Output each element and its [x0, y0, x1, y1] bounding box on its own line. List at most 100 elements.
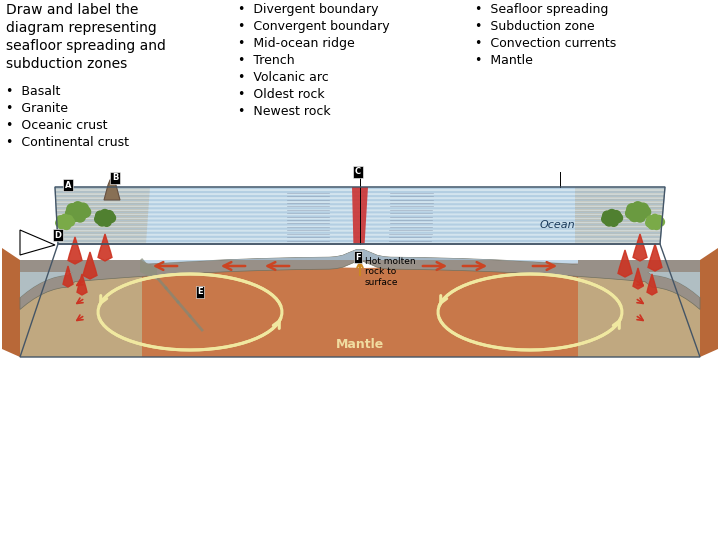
Text: •  Oldest rock: • Oldest rock: [238, 88, 325, 101]
Polygon shape: [575, 187, 665, 244]
Polygon shape: [700, 248, 718, 357]
Circle shape: [638, 203, 649, 214]
Polygon shape: [63, 266, 73, 287]
Text: •  Convergent boundary: • Convergent boundary: [238, 20, 390, 33]
Polygon shape: [55, 199, 664, 201]
Text: D: D: [55, 231, 61, 240]
Circle shape: [100, 210, 109, 219]
Text: •  Mid-ocean ridge: • Mid-ocean ridge: [238, 37, 355, 50]
Circle shape: [66, 208, 76, 219]
Text: Hot molten
rock to
surface: Hot molten rock to surface: [365, 257, 415, 287]
Polygon shape: [58, 230, 661, 232]
Polygon shape: [58, 240, 660, 242]
Polygon shape: [56, 213, 662, 215]
Polygon shape: [578, 260, 700, 357]
Text: E: E: [197, 287, 203, 296]
Polygon shape: [633, 234, 647, 261]
Polygon shape: [648, 244, 662, 271]
Polygon shape: [55, 197, 664, 199]
Circle shape: [104, 211, 114, 220]
Polygon shape: [77, 274, 87, 295]
Circle shape: [102, 217, 111, 226]
Circle shape: [73, 202, 84, 213]
Circle shape: [603, 211, 612, 220]
Polygon shape: [55, 187, 665, 244]
Circle shape: [652, 221, 660, 229]
Polygon shape: [140, 260, 157, 280]
Text: A: A: [65, 180, 71, 190]
Text: •  Basalt: • Basalt: [6, 85, 60, 98]
Polygon shape: [20, 249, 700, 298]
Polygon shape: [20, 260, 142, 357]
Text: C: C: [355, 167, 361, 177]
Polygon shape: [104, 178, 120, 200]
Text: •  Convection currents: • Convection currents: [475, 37, 616, 50]
Polygon shape: [2, 248, 20, 357]
Circle shape: [96, 211, 104, 220]
Polygon shape: [20, 249, 700, 309]
Circle shape: [613, 213, 623, 222]
Polygon shape: [633, 268, 643, 289]
Polygon shape: [20, 260, 700, 357]
Circle shape: [602, 214, 611, 224]
Text: B: B: [112, 173, 118, 183]
Polygon shape: [55, 187, 665, 189]
Text: •  Volcanic arc: • Volcanic arc: [238, 71, 329, 84]
Polygon shape: [55, 201, 664, 203]
Text: F: F: [355, 253, 361, 261]
Polygon shape: [56, 212, 663, 213]
Text: •  Mantle: • Mantle: [475, 54, 533, 67]
Polygon shape: [20, 260, 142, 272]
Circle shape: [654, 215, 663, 224]
Circle shape: [612, 211, 621, 220]
Circle shape: [634, 211, 645, 222]
Polygon shape: [57, 218, 662, 220]
Circle shape: [629, 211, 640, 221]
Circle shape: [78, 203, 89, 214]
Text: •  Oceanic crust: • Oceanic crust: [6, 119, 107, 132]
Text: •  Newest rock: • Newest rock: [238, 105, 330, 118]
Circle shape: [57, 216, 65, 224]
Circle shape: [648, 221, 657, 229]
Polygon shape: [58, 234, 661, 236]
Text: Ocean: Ocean: [540, 220, 575, 230]
Circle shape: [69, 211, 80, 221]
Circle shape: [75, 211, 86, 222]
Text: •  Seafloor spreading: • Seafloor spreading: [475, 3, 608, 16]
Polygon shape: [55, 195, 665, 197]
Polygon shape: [57, 226, 662, 228]
Circle shape: [647, 216, 654, 224]
Polygon shape: [58, 242, 660, 244]
Circle shape: [608, 210, 616, 219]
Polygon shape: [58, 238, 660, 240]
Text: •  Divergent boundary: • Divergent boundary: [238, 3, 379, 16]
Polygon shape: [55, 193, 665, 195]
Circle shape: [67, 204, 78, 214]
Circle shape: [95, 214, 104, 224]
Text: Mantle: Mantle: [336, 338, 384, 350]
Polygon shape: [56, 207, 663, 210]
Polygon shape: [57, 224, 662, 226]
Text: •  Granite: • Granite: [6, 102, 68, 115]
Text: Draw and label the
diagram representing
seafloor spreading and
subduction zones: Draw and label the diagram representing …: [6, 3, 166, 71]
Polygon shape: [55, 191, 665, 193]
Polygon shape: [57, 221, 662, 224]
Circle shape: [657, 218, 665, 226]
Circle shape: [66, 218, 74, 226]
Circle shape: [58, 221, 66, 229]
Circle shape: [640, 207, 651, 218]
Polygon shape: [56, 210, 663, 212]
Polygon shape: [618, 250, 632, 277]
Polygon shape: [352, 187, 368, 244]
Text: •  Continental crust: • Continental crust: [6, 136, 129, 149]
Polygon shape: [578, 260, 700, 272]
Circle shape: [65, 215, 73, 224]
Polygon shape: [647, 274, 657, 295]
Polygon shape: [20, 230, 55, 255]
Polygon shape: [83, 252, 97, 279]
Text: •  Trench: • Trench: [238, 54, 294, 67]
Polygon shape: [68, 237, 82, 264]
Circle shape: [55, 219, 64, 227]
Circle shape: [97, 217, 107, 226]
Circle shape: [605, 217, 613, 226]
